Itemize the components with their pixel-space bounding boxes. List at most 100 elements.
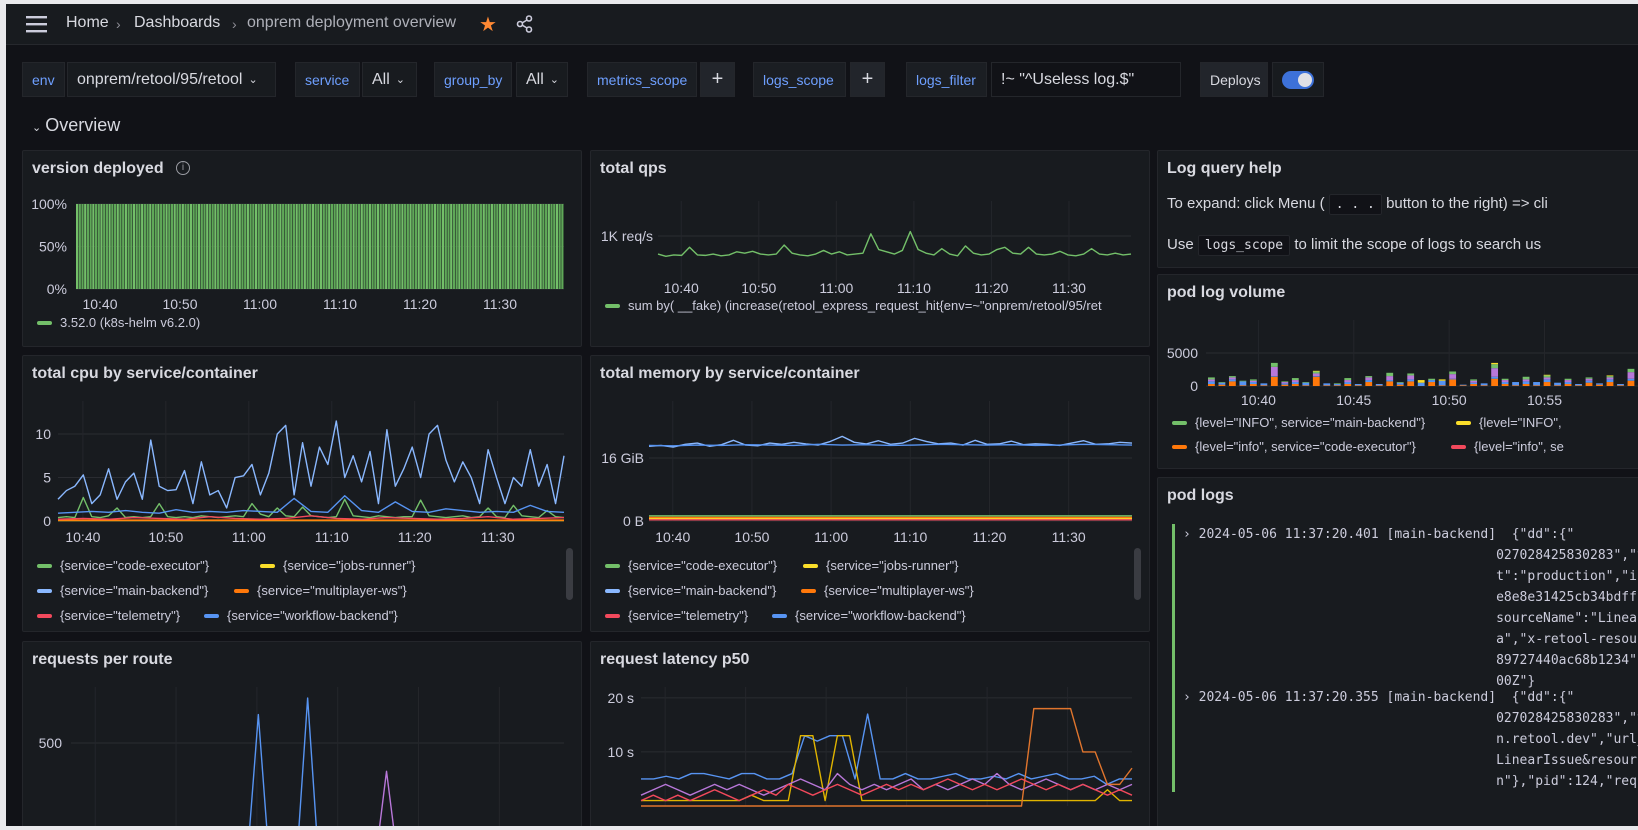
stacked-bar-segment: [1291, 380, 1299, 383]
bar: [92, 204, 95, 289]
legend-item[interactable]: {service="code-executor"}: [37, 558, 209, 573]
deploys-toggle[interactable]: [1272, 62, 1324, 97]
stacked-bar-segment: [1323, 385, 1331, 386]
log-entry[interactable]: › 2024-05-06 11:37:20.355 [main-backend]…: [1172, 687, 1638, 792]
breadcrumb-dashboards[interactable]: Dashboards: [134, 14, 221, 31]
stacked-bar-segment: [1218, 384, 1226, 386]
chevron-down-icon: ⌄: [32, 122, 42, 134]
bar: [330, 204, 334, 289]
breadcrumb-home[interactable]: Home: [66, 14, 109, 31]
series-line: [641, 707, 1133, 807]
bar: [160, 204, 163, 289]
stacked-bar-segment: [1386, 372, 1394, 377]
y-tick-label: 0%: [47, 281, 67, 297]
bar: [124, 204, 127, 289]
bar: [376, 204, 380, 289]
bar: [303, 204, 306, 289]
x-tick-label: 11:20: [974, 280, 1008, 296]
stacked-bar-segment: [1606, 377, 1614, 380]
y-tick-label: 16 GiB: [601, 450, 644, 466]
stacked-bar-segment: [1365, 380, 1373, 383]
legend-label: {service="multiplayer-ws"}: [257, 583, 407, 598]
group-by-variable-select[interactable]: All ⌄: [516, 62, 568, 97]
bar: [165, 204, 168, 289]
bar: [214, 204, 217, 289]
legend-item[interactable]: 3.52.0 (k8s-helm v6.2.0): [37, 315, 200, 330]
help-text: button to the right) => cli: [1386, 195, 1548, 212]
menu-code: . . .: [1328, 194, 1382, 215]
logs-scope-add-button[interactable]: +: [850, 62, 885, 97]
bar: [347, 204, 350, 289]
stacked-bar-segment: [1449, 374, 1457, 379]
bar: [496, 204, 499, 289]
logs-filter-input[interactable]: !~ "^Useless log.$": [991, 62, 1181, 97]
bar: [230, 204, 233, 289]
legend-scrollbar[interactable]: [566, 548, 573, 600]
legend-item[interactable]: {service="workflow-backend"}: [204, 608, 398, 623]
legend-item[interactable]: {service="jobs-runner"}: [260, 558, 415, 573]
legend-item[interactable]: {service="telemetry"}: [605, 608, 748, 623]
info-icon[interactable]: i: [176, 161, 190, 175]
bar: [338, 204, 342, 289]
bar: [406, 204, 409, 289]
log-entry[interactable]: › 2024-05-06 11:37:20.401 [main-backend]…: [1172, 524, 1638, 692]
legend-label: {service="main-backend"}: [60, 583, 209, 598]
hamburger-icon[interactable]: [26, 15, 48, 33]
stacked-bar-segment: [1228, 376, 1236, 378]
log-lines: {"dd":{" 027028425830283","versio n.reto…: [1496, 690, 1638, 789]
metrics-scope-add-button[interactable]: +: [700, 62, 735, 97]
service-variable-select[interactable]: All ⌄: [362, 62, 417, 97]
bar: [292, 204, 296, 289]
legend-item[interactable]: {service="multiplayer-ws"}: [234, 583, 407, 598]
legend-swatch: [37, 320, 52, 325]
cpu-chart: 0 5 10 10:40 10:50 11:00 11:10 11:20 11:30: [35, 401, 565, 545]
bar: [450, 204, 453, 289]
bar: [515, 204, 518, 289]
legend-item[interactable]: {service="jobs-runner"}: [803, 558, 958, 573]
stacked-bar-segment: [1344, 382, 1352, 385]
x-tick-label: 11:00: [814, 529, 848, 545]
legend-item[interactable]: sum by( __fake) (increase(retool_express…: [605, 298, 1102, 313]
star-icon[interactable]: ★: [479, 14, 497, 36]
row-overview[interactable]: ⌄ Overview: [32, 115, 120, 136]
bar: [257, 204, 260, 289]
stacked-bar-segment: [1627, 368, 1635, 373]
legend-item[interactable]: {service="telemetry"}: [37, 608, 180, 623]
stacked-bar-segment: [1585, 380, 1593, 383]
legend-item[interactable]: {service="workflow-backend"}: [772, 608, 966, 623]
series-line: [641, 734, 1132, 802]
legend-item[interactable]: {level="INFO", service="main-backend"}: [1172, 415, 1425, 430]
bar: [485, 204, 488, 289]
bar: [108, 204, 111, 289]
legend-item[interactable]: {service="main-backend"}: [605, 583, 776, 598]
x-tick-label: 11:30: [1052, 529, 1086, 545]
y-tick-label: 10 s: [608, 744, 634, 760]
stacked-bar-segment: [1270, 376, 1278, 386]
panel-version-deployed: 0% 50% 100% 10:40 10:50 11:00 11:10 11:20 11:30 v…: [22, 150, 582, 347]
bar: [325, 204, 328, 289]
legend-item[interactable]: {level="info", service="code-executor"}: [1172, 439, 1416, 454]
stacked-bar-segment: [1354, 385, 1362, 386]
legend-item[interactable]: {service="code-executor"}: [605, 558, 777, 573]
stacked-bar-segment: [1333, 385, 1341, 386]
stacked-bar-segment: [1396, 384, 1404, 386]
legend-item[interactable]: {level="info", se: [1451, 439, 1564, 454]
deploys-label: Deploys: [1200, 62, 1268, 97]
bar: [523, 204, 526, 289]
legend-item[interactable]: {service="multiplayer-ws"}: [801, 583, 974, 598]
bar: [479, 204, 483, 289]
bar: [531, 204, 534, 289]
legend-scrollbar[interactable]: [1134, 548, 1141, 600]
share-icon[interactable]: [516, 15, 534, 33]
env-variable-select[interactable]: onprem/retool/95/retool ⌄: [67, 62, 276, 97]
stacked-bar-segment: [1564, 382, 1572, 385]
bar: [86, 204, 90, 289]
y-tick-label: 10: [35, 426, 51, 442]
bar: [146, 204, 149, 289]
legend-item[interactable]: {service="main-backend"}: [37, 583, 208, 598]
panel-title: total qps: [600, 160, 667, 177]
x-tick-label: 11:30: [481, 529, 515, 545]
bar: [328, 204, 331, 289]
legend-label: {level="info", se: [1474, 439, 1564, 454]
legend-item[interactable]: {level="INFO",: [1456, 415, 1562, 430]
